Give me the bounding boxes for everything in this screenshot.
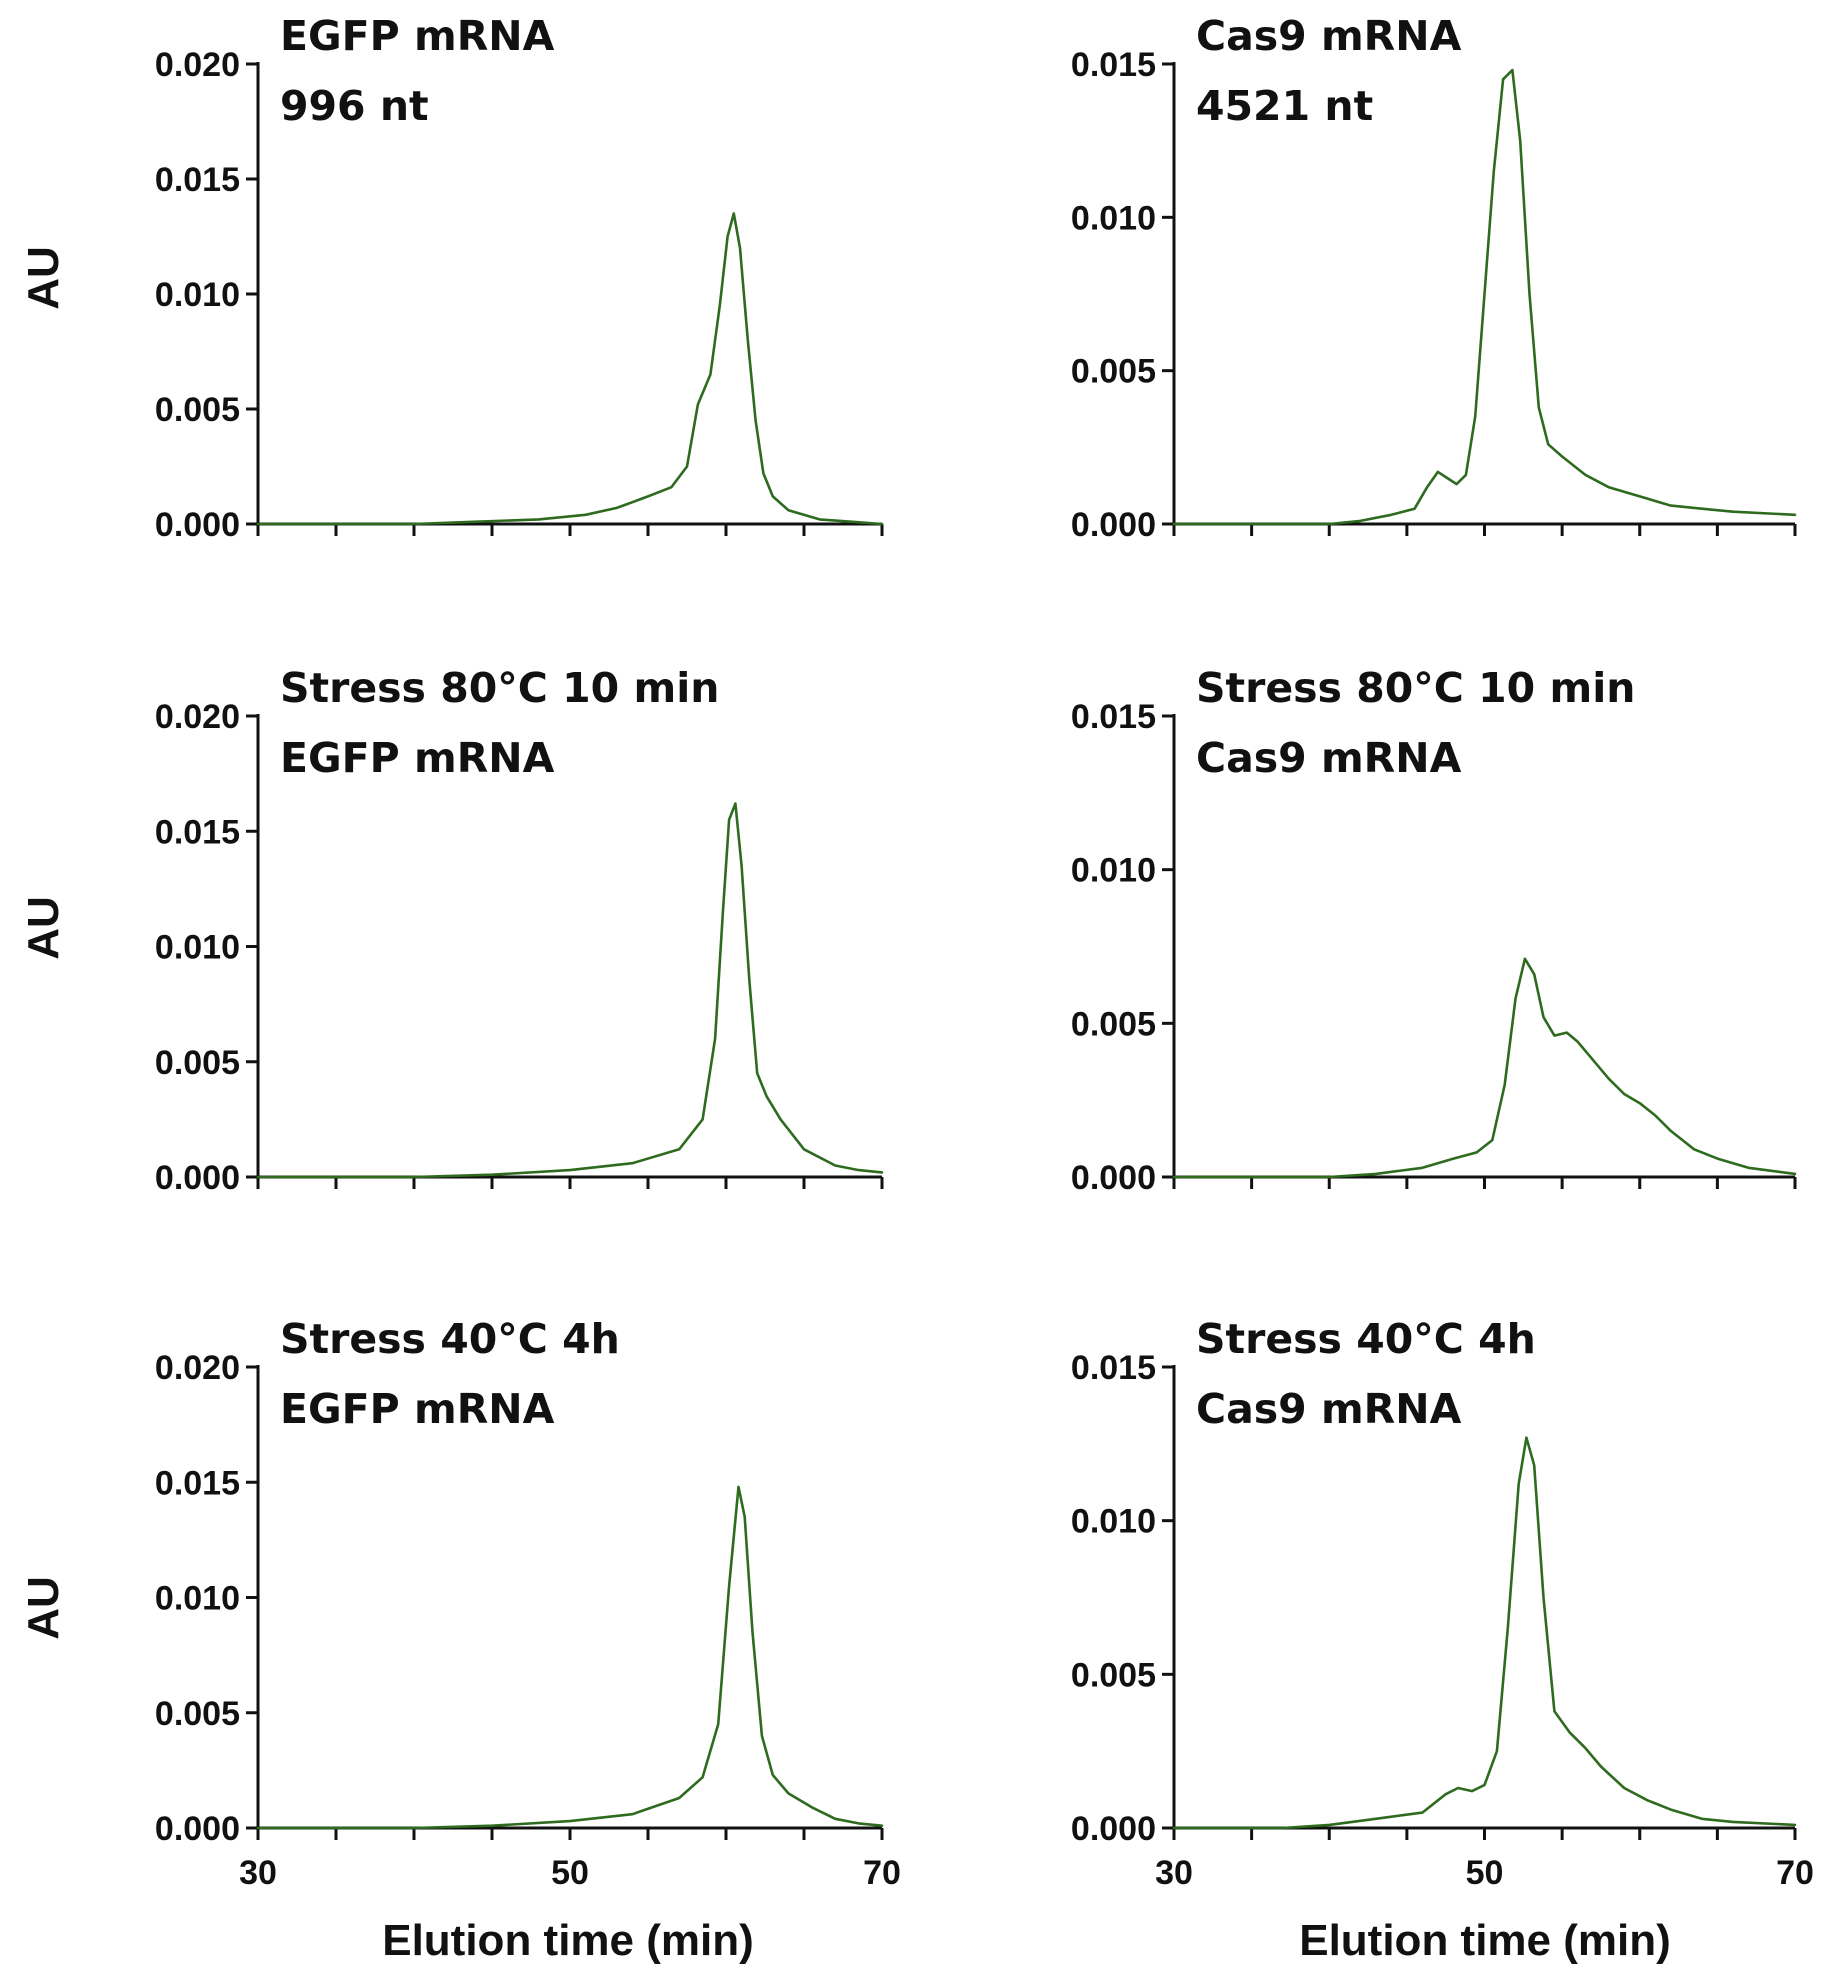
y-tick-label: 0.005 [155, 391, 240, 429]
x-tick-label: 30 [1155, 1854, 1193, 1892]
y-tick-label: 0.015 [155, 813, 240, 851]
y-tick-label: 0.005 [155, 1695, 240, 1733]
y-tick-label: 0.005 [1071, 1656, 1156, 1694]
panel-annotation: 4521 nt [1196, 82, 1373, 130]
y-tick-label: 0.020 [155, 46, 240, 84]
y-tick-label: 0.010 [1071, 852, 1156, 890]
series-line [256, 1485, 884, 1830]
x-tick-label: 50 [1466, 1854, 1504, 1892]
series-line [256, 802, 884, 1179]
series-line [256, 212, 884, 526]
panel-annotation: Stress 80°C 10 min [1196, 664, 1635, 712]
panel-p22: 0.000 0.005 0.010 0.015 Stress 80°C 10 min Ca… [1071, 664, 1797, 1197]
y-tick-label: 0.000 [155, 506, 240, 544]
y-tick-label: 0.015 [1071, 1349, 1156, 1387]
y-tick-label: 0.010 [155, 929, 240, 967]
y-tick-label: 0.015 [1071, 46, 1156, 84]
series-line [1172, 1436, 1797, 1830]
panel-p11: 0.000 0.005 0.010 0.015 0.020 EGFP mRNA 996 nt [155, 12, 884, 544]
y-tick-label: 0.000 [1071, 506, 1156, 544]
y-tick-label: 0.005 [155, 1044, 240, 1082]
panel-p32: 0.000 0.005 0.010 0.015 30 50 70 Stress 40°C 4h… [1071, 1315, 1814, 1892]
y-tick-label: 0.015 [1071, 698, 1156, 736]
y-tick-label: 0.015 [155, 161, 240, 199]
x-tick-label: 30 [239, 1854, 277, 1892]
y-tick-label: 0.010 [155, 276, 240, 314]
y-tick-label: 0.010 [1071, 1503, 1156, 1541]
xlabel-left: Elution time (min) [382, 1916, 754, 1965]
panel-annotation: Stress 40°C 4h [280, 1315, 620, 1363]
y-tick-label: 0.020 [155, 698, 240, 736]
panel-annotation: EGFP mRNA [280, 12, 555, 60]
ylabel-row3: AU [19, 1576, 68, 1640]
y-tick-label: 0.000 [1071, 1810, 1156, 1848]
y-tick-label: 0.000 [155, 1810, 240, 1848]
panel-annotation: Cas9 mRNA [1196, 734, 1462, 782]
ylabel-row2: AU [19, 896, 68, 960]
series-line [1172, 68, 1797, 526]
y-tick-label: 0.005 [1071, 1005, 1156, 1043]
y-tick-label: 0.005 [1071, 353, 1156, 391]
panel-annotation: EGFP mRNA [280, 1385, 555, 1433]
panel-annotation: Cas9 mRNA [1196, 1385, 1462, 1433]
y-tick-label: 0.015 [155, 1464, 240, 1502]
panel-p12: 0.000 0.005 0.010 0.015 Cas9 mRNA 4521 nt [1071, 12, 1797, 544]
y-tick-label: 0.020 [155, 1349, 240, 1387]
series-line [1172, 957, 1797, 1179]
y-tick-label: 0.000 [155, 1159, 240, 1197]
y-tick-label: 0.010 [1071, 199, 1156, 237]
y-tick-label: 0.000 [1071, 1159, 1156, 1197]
panel-annotation: 996 nt [280, 82, 429, 130]
panel-annotation: Stress 40°C 4h [1196, 1315, 1536, 1363]
panel-annotation: EGFP mRNA [280, 734, 555, 782]
ylabel-row1: AU [19, 246, 68, 310]
panel-annotation: Cas9 mRNA [1196, 12, 1462, 60]
x-tick-label: 70 [863, 1854, 901, 1892]
y-tick-label: 0.010 [155, 1580, 240, 1618]
xlabel-right: Elution time (min) [1299, 1916, 1671, 1965]
panel-p21: 0.000 0.005 0.010 0.015 0.020 Stress 80°C 10 … [155, 664, 884, 1197]
panel-annotation: Stress 80°C 10 min [280, 664, 719, 712]
x-tick-label: 50 [551, 1854, 589, 1892]
panel-p31: 0.000 0.005 0.010 0.015 0.020 30 50 70 Stress 40… [155, 1315, 901, 1892]
x-tick-label: 70 [1776, 1854, 1814, 1892]
